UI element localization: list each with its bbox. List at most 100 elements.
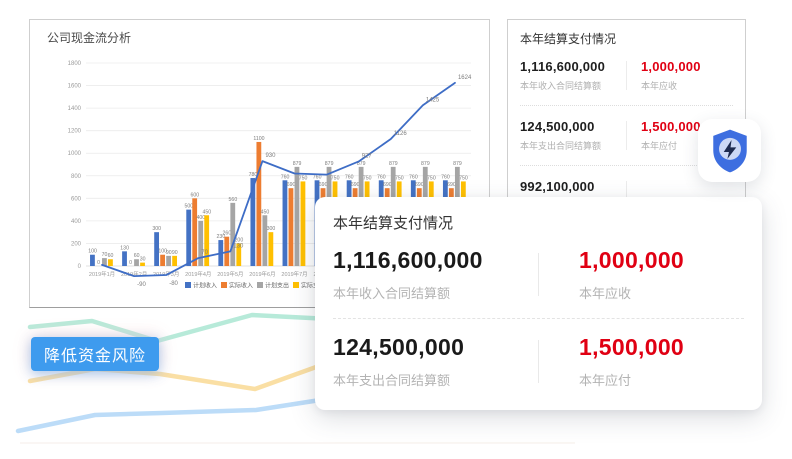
svg-text:760: 760 — [313, 174, 322, 180]
svg-text:2019年6月: 2019年6月 — [249, 270, 275, 278]
svg-text:70: 70 — [102, 252, 108, 258]
svg-text:200: 200 — [235, 237, 244, 243]
svg-text:690: 690 — [351, 182, 360, 188]
svg-text:750: 750 — [331, 175, 340, 181]
expense-settlement-value: 124,500,000 — [520, 119, 595, 134]
stats-row-expense: 124,500,000 本年支出合同结算额 1,500,000 本年应付 — [520, 115, 733, 156]
svg-text:计划收入: 计划收入 — [193, 282, 217, 290]
svg-text:450: 450 — [202, 209, 211, 215]
svg-text:1200: 1200 — [68, 129, 82, 135]
svg-text:100: 100 — [88, 249, 97, 255]
svg-text:0: 0 — [78, 264, 82, 270]
popup-payable-label: 本年应付 — [579, 373, 632, 388]
svg-text:-90: -90 — [137, 282, 146, 288]
svg-text:2019年2月: 2019年2月 — [121, 270, 147, 278]
popup-column-divider — [538, 253, 539, 296]
svg-text:750: 750 — [427, 175, 436, 181]
stats-row-income: 1,116,600,000 本年收入合同结算额 1,000,000 本年应收 — [520, 55, 733, 96]
svg-text:927: 927 — [362, 153, 373, 159]
svg-text:750: 750 — [299, 175, 308, 181]
svg-text:750: 750 — [459, 175, 468, 181]
svg-text:600: 600 — [71, 196, 82, 202]
svg-text:879: 879 — [389, 161, 398, 167]
svg-text:2019年7月: 2019年7月 — [281, 270, 307, 278]
popup-income-settlement-label: 本年收入合同结算额 — [333, 286, 451, 301]
receivable-label: 本年应收 — [641, 81, 678, 91]
shield-lightning-icon — [712, 129, 747, 172]
popup-expense-settlement-value: 124,500,000 — [333, 334, 465, 360]
svg-text:300: 300 — [267, 226, 276, 232]
stats-column-divider — [626, 121, 627, 150]
svg-text:1425: 1425 — [426, 97, 440, 103]
stats-column-divider — [626, 61, 627, 90]
popup-income-settlement-value: 1,116,600,000 — [333, 247, 483, 273]
balance-value: 992,100,000 — [520, 179, 595, 194]
svg-text:70: 70 — [201, 250, 208, 256]
settlement-popup-card: 本年结算支付情况 1,116,600,000 本年收入合同结算额 1,000,0… — [315, 197, 762, 410]
svg-text:1400: 1400 — [68, 106, 82, 112]
stats-dotted-divider — [520, 165, 733, 166]
payable-label: 本年应付 — [641, 141, 678, 151]
popup-title: 本年结算支付情况 — [333, 215, 454, 232]
svg-text:100: 100 — [158, 249, 167, 255]
stats-title: 本年结算支付情况 — [520, 32, 617, 46]
stats-dotted-divider — [520, 105, 733, 106]
popup-row-income: 1,116,600,000 本年收入合同结算额 1,000,000 本年应收 — [333, 247, 744, 302]
svg-text:500: 500 — [184, 204, 193, 210]
svg-text:130: 130 — [233, 243, 244, 249]
cashflow-chart-card: 公司现金流分析 0 200 400 600 800 1000 1200 1400 1600 180… — [29, 19, 490, 308]
svg-text:260: 260 — [223, 231, 232, 237]
svg-text:实际收入: 实际收入 — [229, 282, 253, 290]
svg-text:400: 400 — [71, 219, 82, 225]
svg-text:760: 760 — [441, 174, 450, 180]
popup-receivable-label: 本年应收 — [579, 286, 632, 301]
security-icon-card — [698, 119, 761, 182]
svg-text:0: 0 — [129, 260, 132, 266]
svg-text:400: 400 — [196, 215, 205, 221]
svg-text:930: 930 — [265, 153, 276, 159]
svg-text:879: 879 — [453, 161, 462, 167]
payable-value: 1,500,000 — [641, 119, 701, 134]
income-settlement-label: 本年收入合同结算额 — [520, 81, 602, 91]
svg-text:760: 760 — [345, 174, 354, 180]
svg-text:计划支出: 计划支出 — [265, 282, 289, 290]
svg-text:879: 879 — [293, 161, 302, 167]
svg-text:2019年4月: 2019年4月 — [185, 270, 211, 278]
popup-dotted-divider — [333, 318, 744, 319]
receivable-value: 1,000,000 — [641, 59, 701, 74]
svg-text:879: 879 — [325, 161, 334, 167]
svg-text:1600: 1600 — [68, 84, 82, 90]
svg-text:60: 60 — [108, 253, 114, 259]
svg-text:760: 760 — [409, 174, 418, 180]
svg-text:实际支出: 实际支出 — [301, 282, 325, 290]
svg-text:300: 300 — [152, 226, 161, 232]
svg-text:879: 879 — [421, 161, 430, 167]
svg-text:760: 760 — [377, 174, 386, 180]
popup-payable-value: 1,500,000 — [579, 334, 685, 360]
svg-text:750: 750 — [363, 175, 372, 181]
svg-text:0: 0 — [97, 260, 100, 266]
popup-receivable-value: 1,000,000 — [579, 247, 685, 273]
svg-text:1624: 1624 — [458, 75, 472, 81]
popup-expense-settlement-label: 本年支出合同结算额 — [333, 373, 451, 388]
svg-text:780: 780 — [249, 172, 258, 178]
svg-text:1000: 1000 — [68, 151, 82, 157]
expense-settlement-label: 本年支出合同结算额 — [520, 141, 602, 151]
popup-row-expense: 124,500,000 本年支出合同结算额 1,500,000 本年应付 — [333, 334, 744, 389]
svg-text:2019年3月: 2019年3月 — [153, 270, 179, 278]
svg-text:1800: 1800 — [68, 61, 82, 67]
svg-text:2019年5月: 2019年5月 — [217, 270, 243, 278]
svg-text:450: 450 — [261, 209, 270, 215]
svg-text:90: 90 — [166, 250, 172, 256]
svg-text:30: 30 — [140, 257, 146, 263]
svg-text:90: 90 — [172, 250, 178, 256]
svg-text:600: 600 — [190, 192, 199, 198]
svg-text:2019年1月: 2019年1月 — [89, 270, 115, 278]
svg-text:1126: 1126 — [394, 131, 408, 137]
risk-reduction-badge: 降低资金风险 — [31, 337, 160, 371]
stats-column-divider — [626, 181, 627, 210]
svg-text:1100: 1100 — [253, 136, 264, 142]
svg-text:690: 690 — [447, 182, 456, 188]
popup-column-divider — [538, 340, 539, 383]
